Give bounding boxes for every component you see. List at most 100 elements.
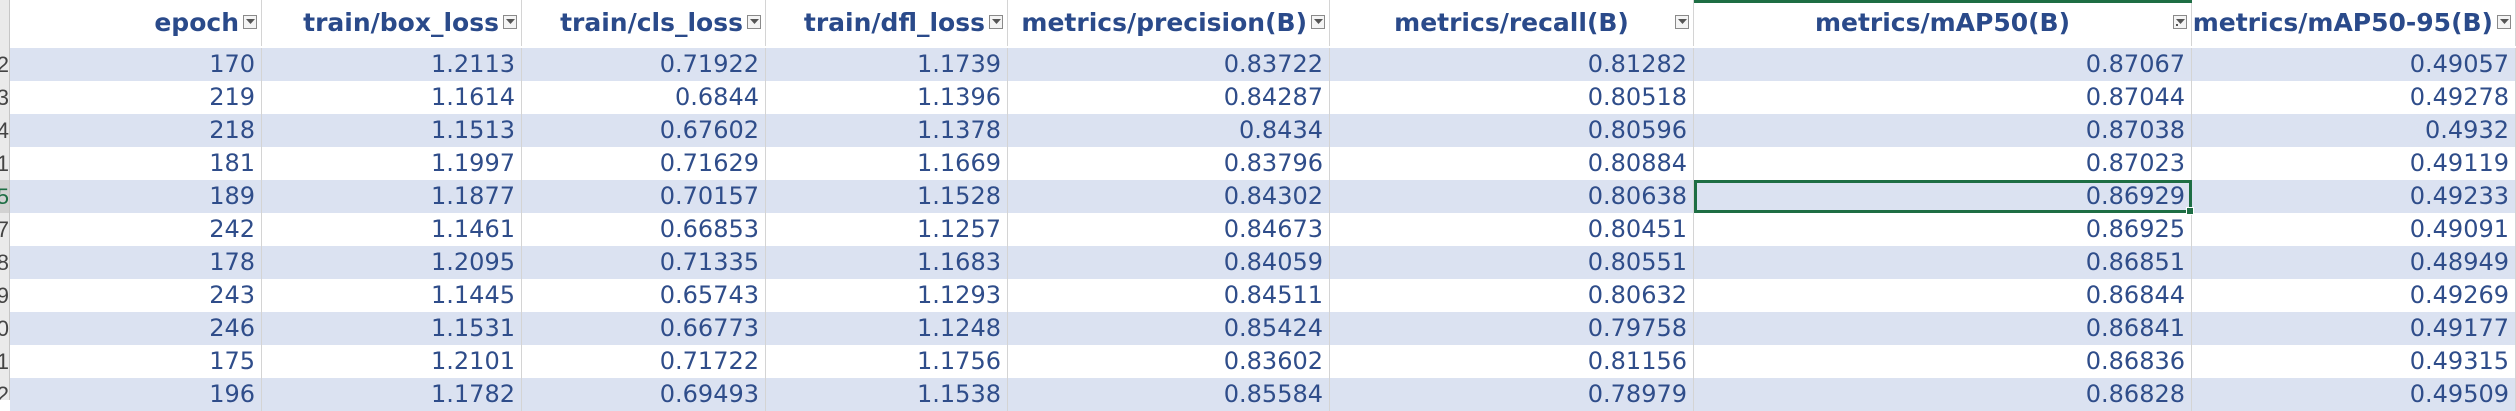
cell-metrics-recall[interactable]: 0.80551 — [1330, 246, 1694, 279]
table-row[interactable]: 246 1.1531 0.66773 1.1248 0.85424 0.79758 0.86… — [10, 312, 2516, 345]
cell-train-box-loss[interactable]: 1.1513 — [262, 114, 522, 147]
cell-metrics-map50[interactable]: 0.86828 — [1694, 378, 2192, 411]
row-number[interactable]: 3 — [0, 81, 9, 114]
filter-dropdown-icon[interactable] — [503, 15, 517, 29]
row-number[interactable]: 9 — [0, 279, 9, 312]
cell-metrics-map50[interactable]: 0.87067 — [1694, 48, 2192, 81]
cell-train-box-loss[interactable]: 1.1461 — [262, 213, 522, 246]
row-number-gutter[interactable]: 23415789012 — [0, 0, 10, 400]
cell-metrics-precision[interactable]: 0.85424 — [1008, 312, 1330, 345]
cell-metrics-recall[interactable]: 0.81282 — [1330, 48, 1694, 81]
cell-train-dfl-loss[interactable]: 1.1683 — [766, 246, 1008, 279]
column-header-metrics-recall[interactable]: metrics/recall(B) — [1330, 0, 1694, 46]
cell-train-cls-loss[interactable]: 0.71922 — [522, 48, 766, 81]
cell-metrics-precision[interactable]: 0.83722 — [1008, 48, 1330, 81]
cell-epoch[interactable]: 178 — [10, 246, 262, 279]
cell-metrics-precision[interactable]: 0.84673 — [1008, 213, 1330, 246]
cell-train-cls-loss[interactable]: 0.66773 — [522, 312, 766, 345]
table-row[interactable]: 196 1.1782 0.69493 1.1538 0.85584 0.78979 0.86… — [10, 378, 2516, 411]
column-header-train-cls-loss[interactable]: train/cls_loss — [522, 0, 766, 46]
cell-train-cls-loss[interactable]: 0.70157 — [522, 180, 766, 213]
table-row[interactable]: 219 1.1614 0.6844 1.1396 0.84287 0.80518 0.870… — [10, 81, 2516, 114]
cell-epoch[interactable]: 243 — [10, 279, 262, 312]
filter-dropdown-icon[interactable] — [1675, 15, 1689, 29]
cell-train-box-loss[interactable]: 1.1531 — [262, 312, 522, 345]
row-number[interactable]: 1 — [0, 147, 9, 180]
cell-metrics-precision[interactable]: 0.84059 — [1008, 246, 1330, 279]
cell-metrics-precision[interactable]: 0.85584 — [1008, 378, 1330, 411]
cell-metrics-map50[interactable]: 0.86836 — [1694, 345, 2192, 378]
table-row[interactable]: 242 1.1461 0.66853 1.1257 0.84673 0.80451 0.86… — [10, 213, 2516, 246]
cell-metrics-map50[interactable]: 0.86851 — [1694, 246, 2192, 279]
cell-train-dfl-loss[interactable]: 1.1669 — [766, 147, 1008, 180]
row-number[interactable]: 2 — [0, 378, 9, 400]
cell-metrics-precision[interactable]: 0.83602 — [1008, 345, 1330, 378]
cell-metrics-recall[interactable]: 0.80596 — [1330, 114, 1694, 147]
cell-train-dfl-loss[interactable]: 1.1378 — [766, 114, 1008, 147]
cell-epoch[interactable]: 242 — [10, 213, 262, 246]
cell-epoch[interactable]: 181 — [10, 147, 262, 180]
cell-epoch[interactable]: 246 — [10, 312, 262, 345]
column-header-train-box-loss[interactable]: train/box_loss — [262, 0, 522, 46]
sorted-descending-filter-icon[interactable] — [2173, 15, 2187, 29]
row-number[interactable]: 5 — [0, 180, 9, 213]
cell-metrics-map50[interactable]: 0.86841 — [1694, 312, 2192, 345]
cell-metrics-precision[interactable]: 0.84287 — [1008, 81, 1330, 114]
cell-epoch[interactable]: 218 — [10, 114, 262, 147]
cell-metrics-map50[interactable]: 0.86929 — [1694, 180, 2192, 213]
cell-train-box-loss[interactable]: 1.2095 — [262, 246, 522, 279]
cell-train-box-loss[interactable]: 1.1445 — [262, 279, 522, 312]
row-number[interactable]: 1 — [0, 345, 9, 378]
cell-train-dfl-loss[interactable]: 1.1528 — [766, 180, 1008, 213]
cell-train-cls-loss[interactable]: 0.71335 — [522, 246, 766, 279]
cell-train-dfl-loss[interactable]: 1.1293 — [766, 279, 1008, 312]
cell-epoch[interactable]: 189 — [10, 180, 262, 213]
table-row[interactable]: 175 1.2101 0.71722 1.1756 0.83602 0.81156 0.86… — [10, 345, 2516, 378]
filter-dropdown-icon[interactable] — [1311, 15, 1325, 29]
filter-dropdown-icon[interactable] — [2497, 15, 2511, 29]
cell-metrics-map50-95[interactable]: 0.49119 — [2192, 147, 2516, 180]
cell-metrics-map50-95[interactable]: 0.49509 — [2192, 378, 2516, 411]
cell-metrics-map50-95[interactable]: 0.49057 — [2192, 48, 2516, 81]
cell-metrics-recall[interactable]: 0.80638 — [1330, 180, 1694, 213]
cell-metrics-map50[interactable]: 0.87023 — [1694, 147, 2192, 180]
cell-epoch[interactable]: 219 — [10, 81, 262, 114]
cell-train-cls-loss[interactable]: 0.71722 — [522, 345, 766, 378]
cell-train-dfl-loss[interactable]: 1.1739 — [766, 48, 1008, 81]
cell-epoch[interactable]: 196 — [10, 378, 262, 411]
cell-metrics-map50-95[interactable]: 0.49177 — [2192, 312, 2516, 345]
cell-metrics-map50[interactable]: 0.87044 — [1694, 81, 2192, 114]
cell-train-box-loss[interactable]: 1.1997 — [262, 147, 522, 180]
cell-epoch[interactable]: 170 — [10, 48, 262, 81]
cell-train-box-loss[interactable]: 1.2113 — [262, 48, 522, 81]
cell-metrics-precision[interactable]: 0.84511 — [1008, 279, 1330, 312]
column-header-metrics-map50[interactable]: metrics/mAP50(B) — [1694, 0, 2192, 46]
row-number[interactable]: 0 — [0, 312, 9, 345]
table-row[interactable]: 170 1.2113 0.71922 1.1739 0.83722 0.81282 0.87… — [10, 48, 2516, 81]
cell-epoch[interactable]: 175 — [10, 345, 262, 378]
cell-metrics-recall[interactable]: 0.80884 — [1330, 147, 1694, 180]
cell-train-box-loss[interactable]: 1.1782 — [262, 378, 522, 411]
filter-dropdown-icon[interactable] — [243, 15, 257, 29]
cell-train-dfl-loss[interactable]: 1.1396 — [766, 81, 1008, 114]
row-number[interactable]: 4 — [0, 114, 9, 147]
cell-metrics-recall[interactable]: 0.80451 — [1330, 213, 1694, 246]
cell-metrics-map50-95[interactable]: 0.49269 — [2192, 279, 2516, 312]
cell-metrics-recall[interactable]: 0.80632 — [1330, 279, 1694, 312]
cell-metrics-recall[interactable]: 0.80518 — [1330, 81, 1694, 114]
table-row[interactable]: 243 1.1445 0.65743 1.1293 0.84511 0.80632 0.86… — [10, 279, 2516, 312]
cell-metrics-recall[interactable]: 0.79758 — [1330, 312, 1694, 345]
cell-metrics-recall[interactable]: 0.81156 — [1330, 345, 1694, 378]
cell-train-box-loss[interactable]: 1.1877 — [262, 180, 522, 213]
table-row[interactable]: 189 1.1877 0.70157 1.1528 0.84302 0.80638 0.86… — [10, 180, 2516, 213]
column-header-metrics-precision[interactable]: metrics/precision(B) — [1008, 0, 1330, 46]
cell-train-dfl-loss[interactable]: 1.1538 — [766, 378, 1008, 411]
column-header-train-dfl-loss[interactable]: train/dfl_loss — [766, 0, 1008, 46]
row-number[interactable]: 2 — [0, 48, 9, 81]
cell-metrics-map50[interactable]: 0.86925 — [1694, 213, 2192, 246]
cell-train-cls-loss[interactable]: 0.65743 — [522, 279, 766, 312]
cell-metrics-recall[interactable]: 0.78979 — [1330, 378, 1694, 411]
cell-metrics-map50-95[interactable]: 0.49233 — [2192, 180, 2516, 213]
cell-metrics-precision[interactable]: 0.83796 — [1008, 147, 1330, 180]
